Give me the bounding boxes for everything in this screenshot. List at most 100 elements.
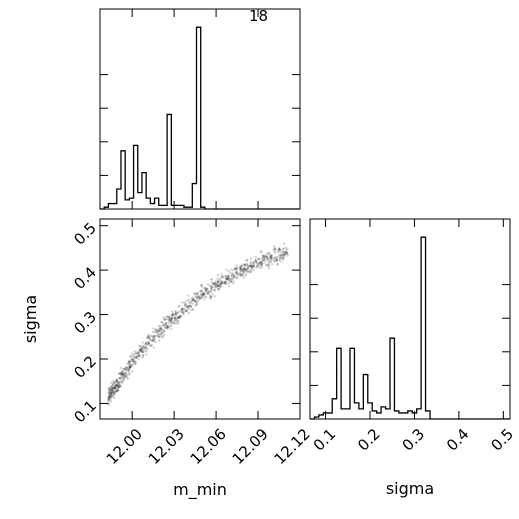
scatter-point [184, 303, 187, 306]
scatter-point [116, 386, 119, 390]
scatter-point [183, 301, 186, 304]
scatter-point [122, 372, 125, 375]
scatter-point [110, 392, 113, 395]
scatter-point [280, 254, 283, 257]
scatter-point [214, 282, 218, 285]
scatter-point [235, 276, 238, 280]
scatter-point [170, 313, 173, 316]
scatter-point [243, 264, 247, 267]
scatter-point [204, 287, 207, 290]
scatter-point [226, 277, 229, 280]
histogram-sigma-panel: 0.1 0.2 0.3 0.4 0.5 sigma [309, 218, 517, 498]
scatter-point [138, 348, 142, 352]
scatter-point [205, 288, 209, 291]
scatter-point [133, 352, 136, 355]
scatter-point [265, 256, 268, 259]
scatter-point [137, 352, 141, 356]
scatter-point [164, 323, 168, 326]
scatter-point [122, 375, 126, 378]
scatter-point [120, 375, 123, 378]
scatter-point [278, 257, 282, 261]
scatter-point [245, 262, 249, 265]
scatter-point [123, 375, 127, 378]
scatter-point [224, 274, 227, 278]
scatter-point [159, 327, 163, 330]
scatter-point [239, 265, 243, 268]
scatter-point [223, 282, 226, 285]
scatter-point [185, 309, 188, 313]
scatter-point [230, 274, 234, 277]
scatter-point [218, 284, 221, 287]
scatter-point [281, 254, 284, 257]
scatter-point [214, 284, 217, 287]
scatter-point [159, 335, 162, 339]
scatter-point [107, 386, 111, 389]
scatter-point [243, 263, 247, 267]
scatter-point [247, 270, 250, 274]
scatter-point [163, 325, 167, 328]
y-axis-label-sigma: sigma [21, 295, 40, 343]
scatter-point [107, 397, 110, 400]
scatter-point [138, 354, 142, 358]
scatter-point [270, 253, 273, 257]
scatter-point [130, 357, 134, 361]
scatter-point [202, 291, 205, 295]
scatter-point [117, 386, 121, 389]
scatter-point [269, 253, 272, 256]
scatter-point [191, 297, 194, 300]
scatter-point [163, 317, 167, 321]
scatter-point [141, 354, 145, 358]
scatter-point [230, 268, 233, 271]
scatter-point [200, 284, 204, 287]
scatter-point [173, 317, 176, 320]
scatter-point [226, 274, 229, 278]
scatter-point [116, 381, 120, 384]
scatter-point [147, 342, 150, 346]
scatter-point [193, 293, 196, 296]
scatter-point [195, 301, 198, 304]
scatter-point [167, 325, 170, 329]
scatter-point [135, 355, 139, 359]
scatter-point [168, 317, 171, 321]
scatter-point [245, 259, 248, 262]
scatter-point [116, 379, 119, 382]
scatter-point [250, 261, 253, 264]
scatter-point [232, 275, 236, 278]
scatter-point [152, 346, 155, 349]
scatter-point [112, 383, 115, 386]
scatter-point [203, 292, 206, 296]
scatter-point [177, 310, 180, 313]
scatter-point [177, 305, 180, 308]
scatter-point [216, 284, 219, 287]
scatter-point [199, 283, 203, 286]
scatter-point [121, 370, 124, 373]
scatter-point [276, 248, 280, 252]
scatter-point [137, 352, 140, 355]
scatter-point [161, 334, 164, 338]
scatter-point [227, 279, 230, 282]
scatter-point [108, 392, 111, 395]
scatter-point [107, 399, 111, 402]
scatter-point [128, 363, 131, 366]
scatter-point [138, 350, 141, 354]
scatter-point [217, 281, 220, 284]
scatter-point [214, 281, 217, 285]
scatter-point [245, 259, 249, 262]
scatter-point [153, 337, 156, 341]
scatter-point [131, 359, 134, 362]
scatter-point [114, 388, 118, 391]
scatter-point [168, 322, 171, 325]
scatter-point [140, 350, 144, 353]
scatter-point [112, 379, 115, 383]
scatter-point [118, 382, 121, 385]
histogram-m-min-ticks [100, 9, 301, 209]
scatter-point [252, 264, 256, 267]
scatter-point [266, 255, 269, 258]
scatter-point [184, 305, 187, 308]
scatter-point [192, 298, 196, 302]
scatter-point [174, 310, 177, 313]
scatter-point [195, 303, 198, 306]
scatter-point [171, 312, 175, 316]
scatter-point [232, 274, 236, 277]
